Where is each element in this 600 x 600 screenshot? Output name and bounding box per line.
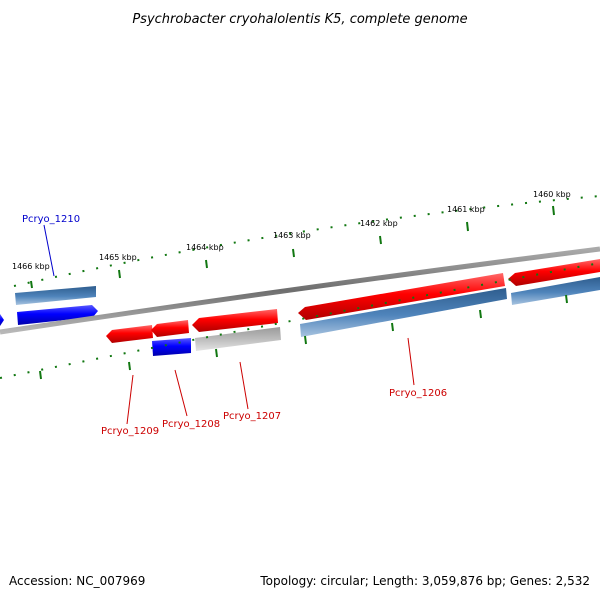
cds-pcryo-1206[interactable]	[298, 273, 505, 320]
callout-line-pcryo-1207	[239, 361, 249, 410]
outer-scale-ring	[13, 195, 600, 289]
callout-line-pcryo-1208	[174, 369, 188, 417]
callout-lines	[43, 224, 415, 425]
outer-tick-1466	[30, 280, 33, 289]
scale-label-1460: 1460 kbp	[533, 190, 571, 199]
scale-label-1461: 1461 kbp	[447, 205, 485, 214]
gene-feature-pcryo-1206[interactable]	[300, 288, 507, 337]
gene-feature-pcryo-1207[interactable]	[195, 327, 281, 351]
inner-tick-2	[128, 361, 131, 371]
scale-label-1465: 1465 kbp	[99, 253, 137, 262]
outer-tick-1461	[466, 221, 469, 232]
gene-feature-next[interactable]	[511, 277, 600, 305]
inner-tick-3	[215, 348, 218, 358]
locus-label-pcryo-1209[interactable]: Pcryo_1209	[101, 426, 159, 437]
accession-text: Accession: NC_007969	[9, 574, 146, 588]
genome-backbone	[0, 246, 600, 335]
outer-major-ticks	[30, 205, 555, 289]
inner-tick-4	[304, 335, 307, 345]
forward-gene-track	[15, 277, 600, 337]
cds-next[interactable]	[508, 259, 600, 286]
locus-label-pcryo-1208[interactable]: Pcryo_1208	[162, 419, 220, 430]
cds-pcryo-1208[interactable]	[151, 320, 189, 337]
callout-line-pcryo-1209	[126, 374, 134, 425]
gene-feature-pcryo-1208[interactable]	[152, 338, 191, 356]
reverse-gene-track	[152, 327, 281, 356]
scale-label-1464: 1464 kbp	[186, 243, 224, 252]
scale-label-1462: 1462 kbp	[360, 219, 398, 228]
outer-tick-1462	[379, 235, 382, 245]
locus-label-pcryo-1207[interactable]: Pcryo_1207	[223, 411, 281, 422]
outer-tick-1464	[205, 259, 208, 269]
inner-scale-ring	[0, 262, 600, 380]
inner-major-ticks	[39, 294, 568, 380]
cds-pcryo-1207[interactable]	[192, 309, 278, 332]
map-title: Psychrobacter cryohalolentis K5, complet…	[132, 12, 467, 27]
cds-pcryo-1209[interactable]	[106, 325, 153, 343]
scale-label-1463: 1463 kbp	[273, 231, 311, 240]
inner-tick-5	[391, 322, 394, 332]
forward-cds-track	[0, 305, 98, 326]
callout-line-pcryo-1206	[407, 337, 415, 386]
cds-left-edge[interactable]	[0, 314, 4, 326]
outer-tick-1465	[118, 269, 121, 279]
reverse-cds-track	[106, 259, 600, 343]
inner-tick-6	[479, 309, 482, 319]
topology-summary: Topology: circular; Length: 3,059,876 bp…	[260, 574, 590, 588]
locus-label-pcryo-1210[interactable]: Pcryo_1210	[22, 214, 80, 225]
outer-minor-ticks	[13, 195, 600, 287]
outer-tick-1460	[552, 205, 555, 216]
inner-minor-ticks	[0, 262, 600, 379]
outer-tick-1463	[292, 248, 295, 258]
scale-label-1466: 1466 kbp	[12, 262, 50, 271]
cds-pcryo-1210[interactable]	[17, 305, 98, 325]
callout-line-pcryo-1210	[43, 224, 55, 277]
locus-label-pcryo-1206[interactable]: Pcryo_1206	[389, 388, 447, 399]
gene-feature-pcryo-1210[interactable]	[15, 286, 96, 305]
inner-tick-7	[565, 294, 568, 304]
inner-tick-1	[39, 370, 42, 380]
